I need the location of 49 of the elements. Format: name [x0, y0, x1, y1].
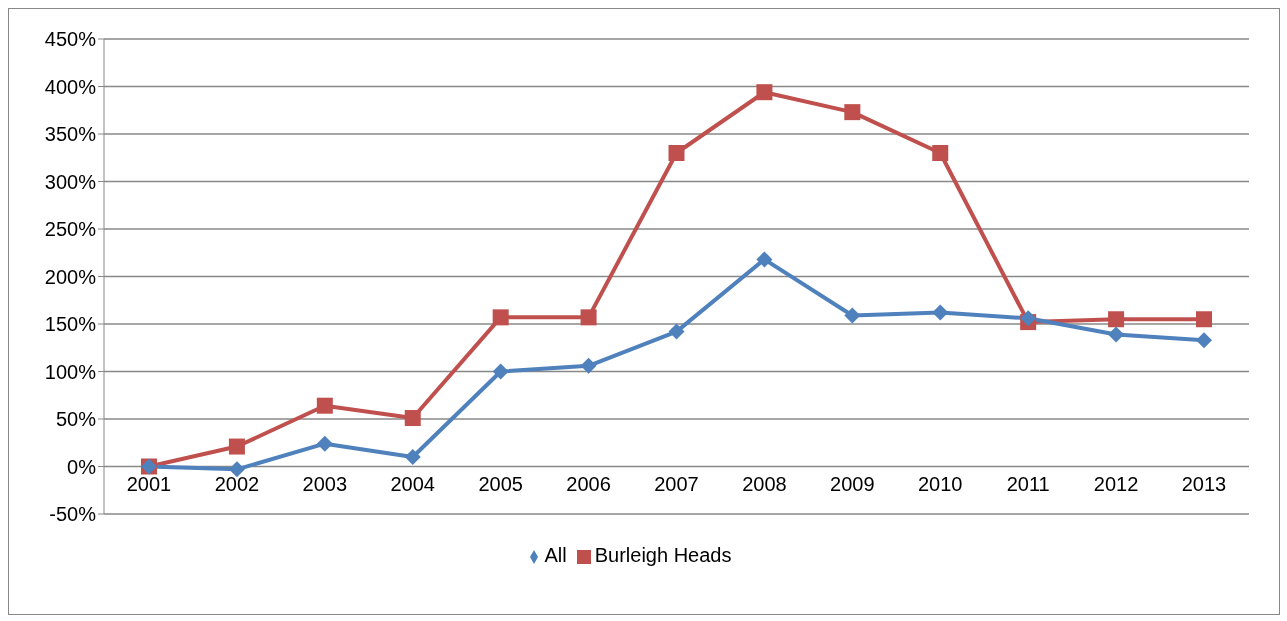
point [932, 145, 949, 161]
x-tick-label: 2009 [830, 472, 875, 495]
legend-label: Burleigh Heads [594, 544, 732, 566]
y-tick-label: 50% [55, 408, 97, 431]
point [756, 84, 773, 101]
x-tick-label: 2011 [1006, 472, 1050, 495]
point [492, 363, 509, 380]
x-tick-label: 2004 [390, 472, 435, 495]
x-tick-label: 2005 [478, 472, 523, 495]
point [1196, 311, 1212, 328]
x-tick-label: 2001 [126, 472, 172, 495]
point [404, 410, 421, 427]
y-tick-label: 150% [44, 313, 97, 336]
point [1108, 311, 1125, 328]
x-tick-label: 2013 [1181, 472, 1227, 495]
point [404, 449, 421, 465]
point [316, 435, 333, 452]
point [228, 461, 245, 478]
point [844, 307, 861, 324]
x-tick-label: 2007 [654, 472, 699, 495]
y-tick-label: 100% [44, 360, 97, 383]
y-tick-label: 250% [44, 218, 97, 241]
x-tick-label: 2012 [1093, 472, 1139, 495]
y-tick-label: 200% [44, 265, 97, 288]
y-tick-label: 350% [44, 123, 97, 146]
x-tick-label: 2002 [214, 472, 260, 495]
y-tick-label: -50% [49, 503, 97, 526]
point [668, 145, 685, 161]
point [580, 357, 597, 374]
point [1020, 310, 1037, 327]
point [1108, 326, 1125, 343]
point [844, 104, 861, 121]
point [580, 309, 597, 326]
point [228, 438, 245, 455]
x-tick-label: 2008 [742, 472, 787, 495]
legend-label: All [544, 544, 567, 566]
x-tick-label: 2003 [302, 472, 348, 495]
y-tick-label: 0% [67, 455, 97, 478]
point [316, 397, 333, 414]
x-tick-label: 2006 [566, 472, 611, 495]
y-tick-label: 450% [44, 28, 97, 51]
y-tick-label: 300% [44, 170, 97, 193]
y-tick-label: 400% [44, 75, 97, 98]
point [932, 304, 949, 321]
point [1196, 332, 1212, 349]
x-tick-label: 2010 [918, 472, 963, 495]
point [492, 309, 509, 326]
point [668, 323, 685, 340]
point [756, 251, 773, 268]
